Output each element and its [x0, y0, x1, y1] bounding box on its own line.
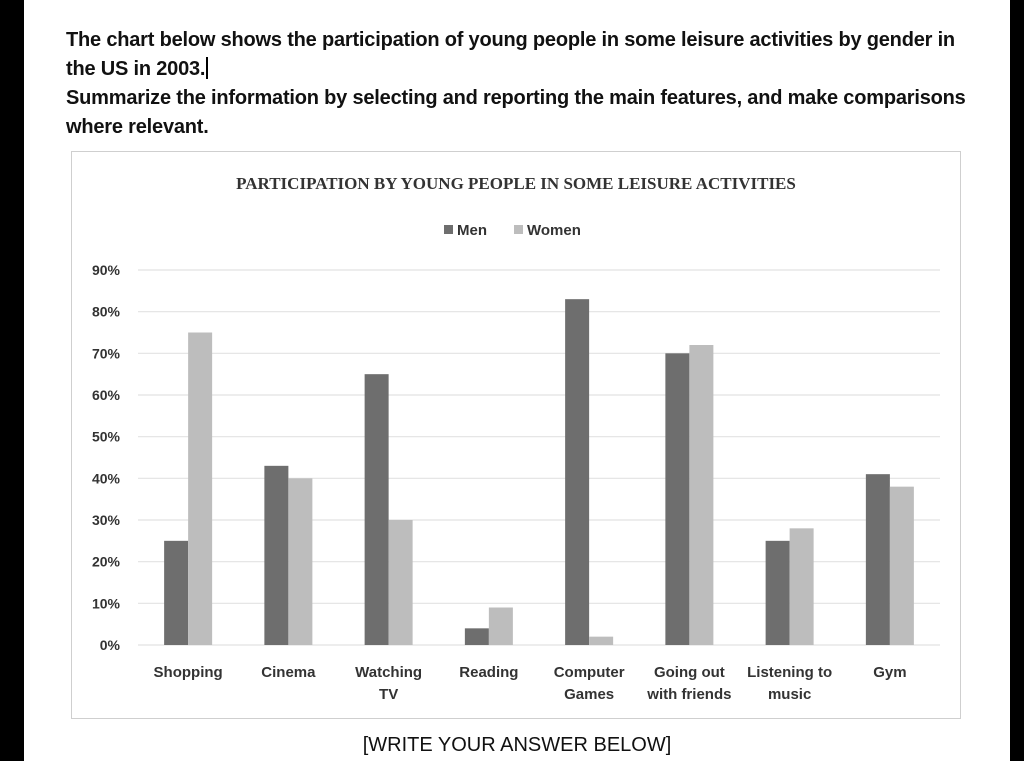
y-tick-label: 70% — [92, 345, 121, 361]
bar-women — [889, 486, 914, 645]
bar-men — [464, 628, 489, 645]
y-tick-label: 40% — [92, 470, 121, 486]
x-tick-label: Reading — [459, 664, 518, 681]
chart-svg: PARTICIPATION BY YOUNG PEOPLE IN SOME LE… — [92, 174, 940, 703]
y-tick-label: 60% — [92, 387, 121, 403]
legend-swatch-men — [444, 225, 453, 234]
bar-women — [689, 345, 714, 645]
x-axis: Shopping Cinema Watching TV Reading Computer G… — [154, 664, 907, 703]
legend-label-men: Men — [457, 222, 487, 239]
prompt-line-1: The chart below shows the participation … — [66, 26, 966, 84]
task-prompt: The chart below shows the participation … — [66, 26, 966, 142]
bar-men — [364, 374, 389, 645]
text-caret — [206, 57, 209, 79]
x-tick-label: Computer Games — [554, 664, 625, 703]
answer-instruction: [WRITE YOUR ANSWER BELOW] — [362, 734, 672, 756]
bar-women — [589, 636, 614, 645]
bar-women — [188, 332, 213, 645]
y-tick-label: 80% — [92, 304, 121, 320]
y-tick-label: 0% — [100, 637, 121, 653]
bar-chart: PARTICIPATION BY YOUNG PEOPLE IN SOME LE… — [71, 151, 961, 719]
bar-women — [789, 528, 814, 645]
x-tick-label: Cinema — [261, 664, 316, 681]
y-tick-label: 20% — [92, 554, 121, 570]
page: The chart below shows the participation … — [24, 0, 1010, 761]
y-tick-label: 30% — [92, 512, 121, 528]
prompt-text-1: The chart below shows the participation … — [66, 29, 955, 80]
legend-swatch-women — [514, 225, 523, 234]
chart-legend: Men Women — [444, 222, 581, 239]
y-tick-label: 90% — [92, 262, 121, 278]
x-tick-label: Watching TV — [355, 664, 422, 703]
y-tick-label: 50% — [92, 429, 121, 445]
legend-label-women: Women — [527, 222, 581, 239]
bar-men — [565, 299, 590, 645]
prompt-line-2: Summarize the information by selecting a… — [66, 87, 966, 138]
x-tick-label: Gym — [873, 664, 906, 681]
bar-women — [288, 478, 313, 645]
x-tick-label: Shopping — [154, 664, 223, 681]
x-tick-label: Listening to music — [747, 664, 832, 703]
bar-men — [164, 540, 189, 645]
bar-men — [665, 353, 690, 645]
bar-women — [388, 520, 413, 645]
y-axis: 0% 10% 20% 30% 40% 50% 60% 70% 80% 90% — [92, 262, 121, 653]
chart-bars — [164, 299, 914, 645]
y-tick-label: 10% — [92, 595, 121, 611]
bar-women — [488, 607, 513, 645]
chart-title: PARTICIPATION BY YOUNG PEOPLE IN SOME LE… — [236, 174, 796, 193]
chart-grid — [138, 269, 940, 646]
bar-men — [765, 540, 790, 645]
x-tick-label: Going out with friends — [646, 664, 731, 703]
bar-men — [865, 474, 890, 645]
bar-men — [264, 465, 289, 645]
